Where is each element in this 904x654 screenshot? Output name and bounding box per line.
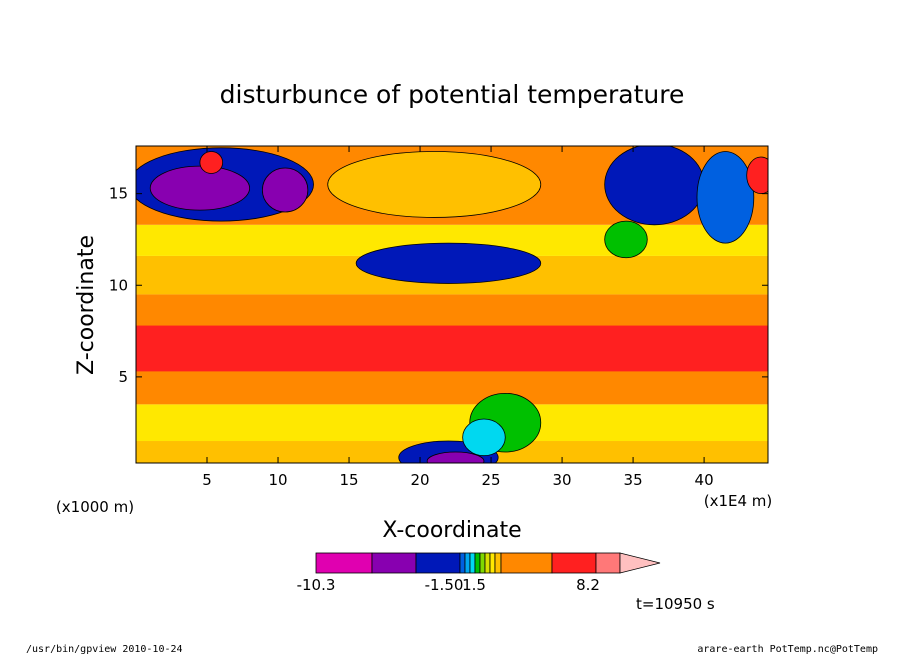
colorbar-segment (474, 552, 481, 574)
warm-cell-upper-left (199, 151, 224, 174)
x-tick-label: 5 (202, 471, 212, 489)
cold-anomaly-right (604, 146, 705, 226)
x-tick-label: 30 (553, 471, 572, 489)
warm-cell-upper-right (746, 156, 768, 195)
x-tick-label: 20 (410, 471, 429, 489)
y-tick-label: 10 (109, 276, 128, 294)
colorbar-segment (494, 552, 502, 574)
colorbar-segment (459, 552, 466, 574)
x-tick-label: 35 (624, 471, 643, 489)
colorbar-label: -10.3 (297, 576, 336, 594)
y-tick-label: 15 (109, 185, 128, 203)
colorbar-segment (551, 552, 597, 574)
x-axis: 5 10 15 20 25 30 35 40 (202, 146, 714, 489)
colorbar-segment (371, 552, 417, 574)
cold-anomaly-far-right (696, 151, 755, 244)
y-axis-label: Z-coordinate (74, 235, 99, 375)
colorbar-label: -1.50 (425, 576, 464, 594)
x-unit-right: (x1E4 m) (704, 492, 773, 510)
layer-warm-core (136, 325, 768, 372)
time-annotation: t=10950 s (636, 595, 715, 613)
layer-lower-troposphere (136, 404, 768, 442)
colorbar-label: 8.2 (576, 576, 600, 594)
y-axis: 5 10 15 (109, 185, 768, 386)
cool-patch-right (604, 220, 648, 259)
warm-patch-upper (327, 151, 542, 218)
chart-title: disturbunce of potential temperature (220, 80, 685, 109)
colorbar-segment (415, 552, 461, 574)
plot-frame (135, 145, 769, 464)
colorbar-segment (479, 552, 486, 574)
colorbar-segment (315, 552, 373, 574)
colorbar-segment (500, 552, 553, 574)
x-tick-label: 15 (339, 471, 358, 489)
cold-core-left-2 (261, 167, 309, 213)
colorbar-label: 1.5 (462, 576, 486, 594)
cold-core-left (149, 165, 251, 211)
colorbar-segment (484, 552, 491, 574)
x-unit-left: (x1000 m) (56, 498, 134, 516)
x-tick-label: 10 (268, 471, 287, 489)
colorbar-segment (464, 552, 471, 574)
x-axis-label: X-coordinate (382, 518, 521, 543)
plot-field (136, 146, 768, 463)
colorbar-arrow (619, 552, 661, 574)
footer-right: arare-earth_PotTemp.nc@PotTemp (697, 644, 878, 654)
x-tick-label: 25 (482, 471, 501, 489)
colorbar-segment (469, 552, 476, 574)
y-tick-label: 5 (118, 368, 128, 386)
cold-surface-core (426, 451, 485, 463)
colorbar-segment (489, 552, 496, 574)
cyan-plume (462, 418, 506, 457)
colorbar: -10.3 -1.501.5 8.2 (297, 552, 661, 594)
footer-left: /usr/bin/gpview 2010-10-24 (26, 644, 183, 654)
cold-anomaly-center (355, 242, 542, 284)
x-tick-label: 40 (695, 471, 714, 489)
colorbar-segment (595, 552, 621, 574)
